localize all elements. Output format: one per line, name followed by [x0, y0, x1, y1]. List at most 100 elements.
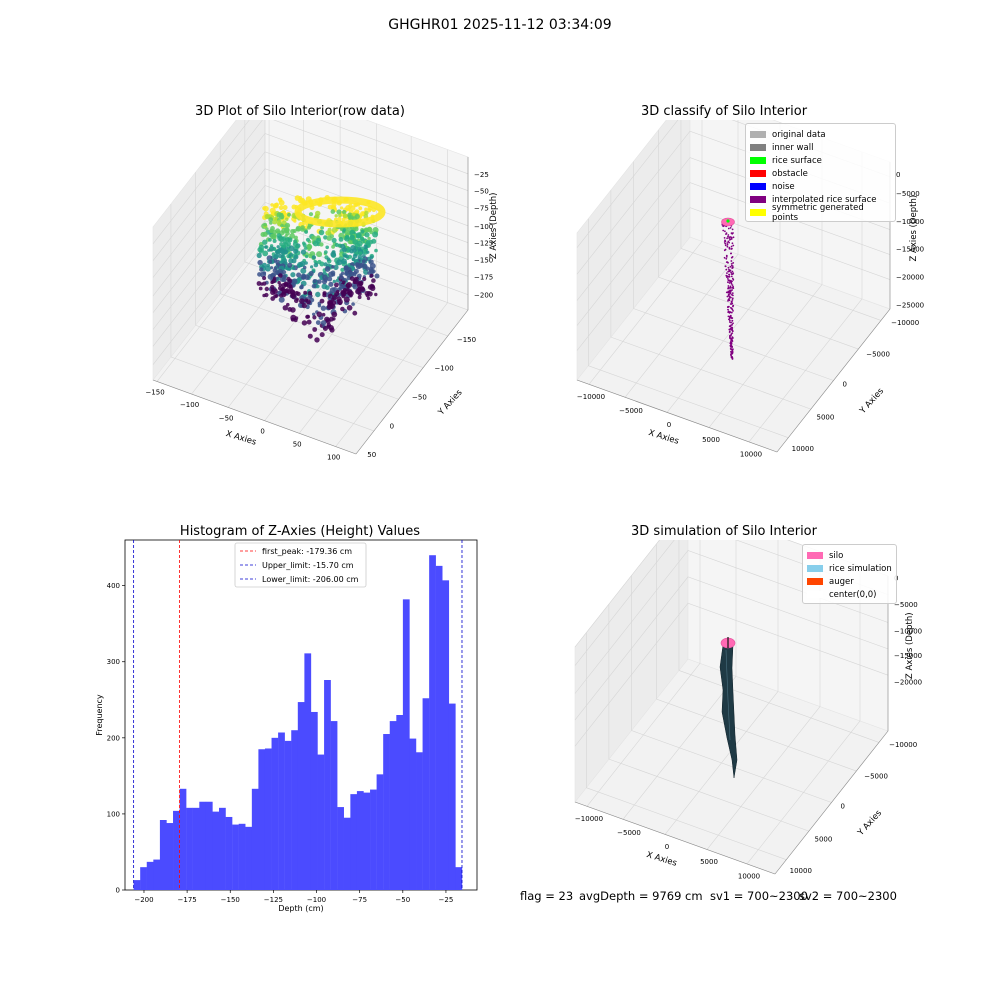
raw-data-point — [352, 310, 358, 316]
raw-data-point — [328, 281, 334, 287]
raw-data-point — [270, 280, 274, 285]
classify-legend-label: obstacle — [772, 168, 808, 179]
raw-data-point — [362, 276, 367, 282]
raw-data-point — [287, 237, 293, 243]
raw-data-point — [320, 225, 324, 230]
raw-data-point — [341, 294, 346, 299]
classify-point — [728, 275, 731, 278]
raw-data-point — [358, 251, 363, 256]
raw-data-point — [262, 293, 266, 298]
classify-point — [727, 293, 730, 296]
classify-point — [730, 321, 732, 324]
raw-data-point — [331, 205, 337, 211]
classify-point — [724, 240, 727, 243]
classify-legend-label: rice surface — [772, 155, 822, 166]
histogram-legend-label: Lower_limit: -206.00 cm — [262, 575, 359, 584]
raw-data-point — [289, 233, 296, 239]
raw-data-point — [316, 251, 323, 258]
raw-data-point — [358, 206, 363, 211]
raw-data-point — [315, 284, 320, 289]
classify-point — [732, 244, 735, 247]
raw-gridline — [152, 185, 469, 330]
raw-y-axis-label: Y Axies — [436, 387, 465, 418]
simulation-legend-label: rice simulation — [829, 563, 892, 574]
raw-z-tick-label: −25 — [474, 171, 489, 179]
histogram-bar — [356, 791, 364, 890]
classify-point — [728, 273, 730, 276]
raw-data-point — [343, 296, 350, 303]
raw-x-tick-label: −150 — [145, 388, 164, 396]
classify-point — [727, 270, 730, 273]
histogram-bar — [271, 737, 279, 890]
simulation-legend-label: auger — [829, 576, 854, 587]
raw-data-point — [323, 250, 328, 255]
classify-legend-label: symmetric generated points — [772, 202, 864, 223]
classify-point — [725, 254, 728, 257]
raw-data-point — [278, 236, 285, 243]
histogram-bar — [324, 680, 331, 890]
raw-data-point — [306, 319, 312, 325]
simulation-surface-edge — [725, 649, 731, 741]
raw-data-point — [366, 296, 371, 301]
simulation-legend-swatch — [807, 591, 823, 598]
raw-data-point — [357, 295, 362, 300]
classify-point — [728, 328, 731, 331]
histogram-bar — [219, 807, 226, 890]
raw-data-point — [311, 283, 317, 289]
raw-data-point — [352, 253, 358, 259]
raw-data-point — [273, 253, 279, 260]
raw-data-point — [296, 291, 301, 297]
classify-z-tick-label: −5000 — [896, 190, 920, 198]
simulation-legend: silo rice simulation auger center(0,0) — [802, 544, 897, 604]
raw-y-tick-label: 0 — [390, 422, 394, 430]
histogram-bar — [402, 599, 410, 890]
raw-data-point — [329, 316, 334, 322]
classify-x-axis-label: X Axies — [647, 428, 680, 447]
simulation-3d-plot: −10000 −5000 0 5000 10000 10000 5000 0 −5000 −100… — [574, 540, 922, 880]
raw-data-point — [312, 327, 318, 332]
raw-data-point — [345, 283, 351, 289]
raw-data-point — [359, 236, 365, 242]
classify-point — [727, 279, 730, 282]
classify-x-tick-label: −5000 — [619, 407, 643, 415]
classify-x-tick-label: −10000 — [577, 393, 605, 401]
simulation-legend-swatch — [807, 578, 823, 585]
raw-data-point — [311, 235, 317, 241]
raw-z-tick-label: −175 — [474, 273, 493, 281]
histogram-bar — [442, 580, 450, 890]
simulation-gridline — [608, 758, 810, 832]
raw-data-point — [312, 312, 316, 316]
classify-point — [727, 278, 729, 280]
raw-data-point — [262, 206, 266, 211]
raw-data-point — [268, 238, 272, 242]
classify-point — [731, 330, 734, 333]
classify-point — [725, 291, 728, 294]
panel-title-simulation: 3D simulation of Silo Interior — [631, 524, 817, 539]
histogram-bar — [376, 774, 384, 890]
raw-data-point — [360, 229, 365, 234]
histogram-bar — [133, 880, 141, 890]
avg-depth-text: avgDepth = 9769 cm — [579, 889, 703, 903]
raw-data-point — [275, 276, 279, 280]
classify-y-tick-label: −10000 — [891, 319, 919, 327]
classify-point — [731, 332, 734, 334]
raw-data-point — [341, 258, 347, 265]
simulation-legend-entry: rice simulation — [807, 562, 892, 575]
classify-point — [725, 268, 728, 271]
classify-point — [726, 276, 728, 279]
classify-point — [730, 350, 732, 353]
histogram-x-tick-label: −150 — [221, 896, 240, 904]
depth-histogram: −200 −175 −150 −125 −100 −75 −50 −25 0 100 200 300 4… — [95, 539, 478, 913]
raw-data-point — [338, 301, 342, 306]
histogram-bar — [284, 740, 292, 890]
raw-data-point — [276, 245, 280, 249]
raw-data-point — [288, 255, 292, 259]
raw-data-point — [291, 204, 297, 210]
classify-gridline — [576, 182, 891, 326]
classify-x-tick-label: 0 — [667, 421, 671, 429]
raw-data-point — [374, 292, 378, 297]
simulation-legend-label: center(0,0) — [829, 589, 877, 600]
raw-data-point — [293, 219, 297, 223]
raw-data-point — [367, 291, 373, 297]
raw-data-point — [307, 333, 313, 339]
